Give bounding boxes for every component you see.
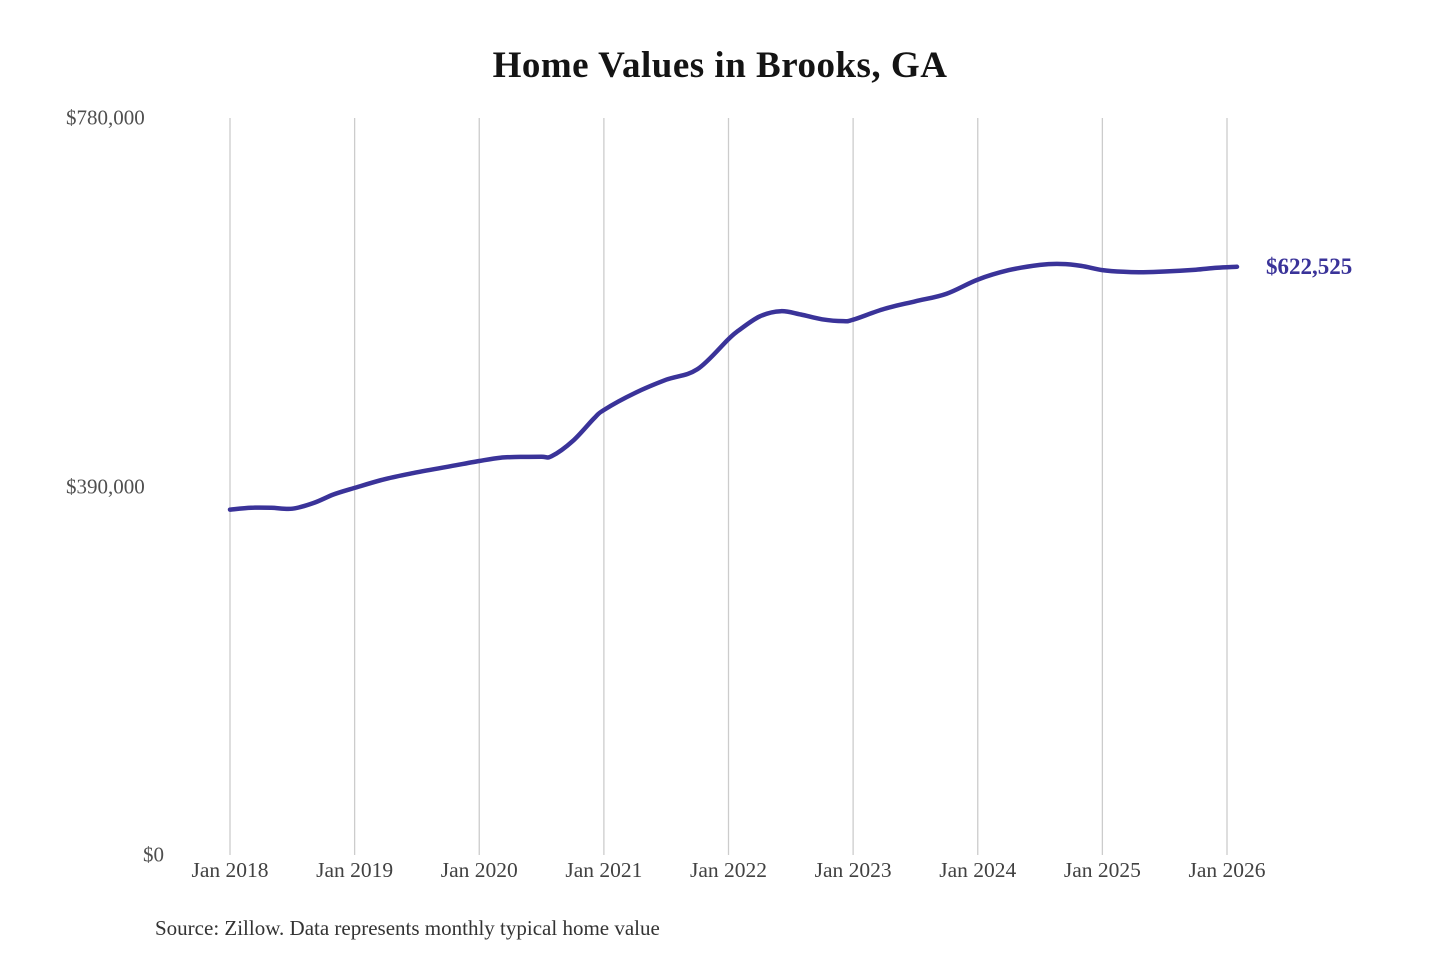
source-note: Source: Zillow. Data represents monthly …: [155, 916, 660, 940]
y-axis-label: $0: [143, 842, 164, 867]
home-value-series-line: [227, 261, 1240, 512]
x-axis-label: Jan 2023: [814, 858, 892, 882]
y-axis-label: $390,000: [66, 474, 145, 498]
x-axis-label: Jan 2022: [689, 858, 768, 882]
x-axis-label: Jan 2026: [1188, 858, 1266, 882]
x-axis-label: Jan 2019: [316, 858, 394, 882]
x-axis-label: Jan 2020: [440, 858, 518, 882]
y-axis-label: $780,000: [66, 105, 145, 130]
x-axis-label: Jan 2025: [1063, 858, 1141, 882]
x-axis-label: Jan 2024: [939, 858, 1017, 882]
vertical-gridlines: [229, 118, 1228, 855]
chart-title: Home Values in Brooks, GA: [492, 45, 948, 86]
x-axis-label: Jan 2018: [191, 858, 269, 882]
x-axis-label: Jan 2021: [565, 858, 643, 882]
current-value-label: $622,525: [1266, 253, 1353, 279]
